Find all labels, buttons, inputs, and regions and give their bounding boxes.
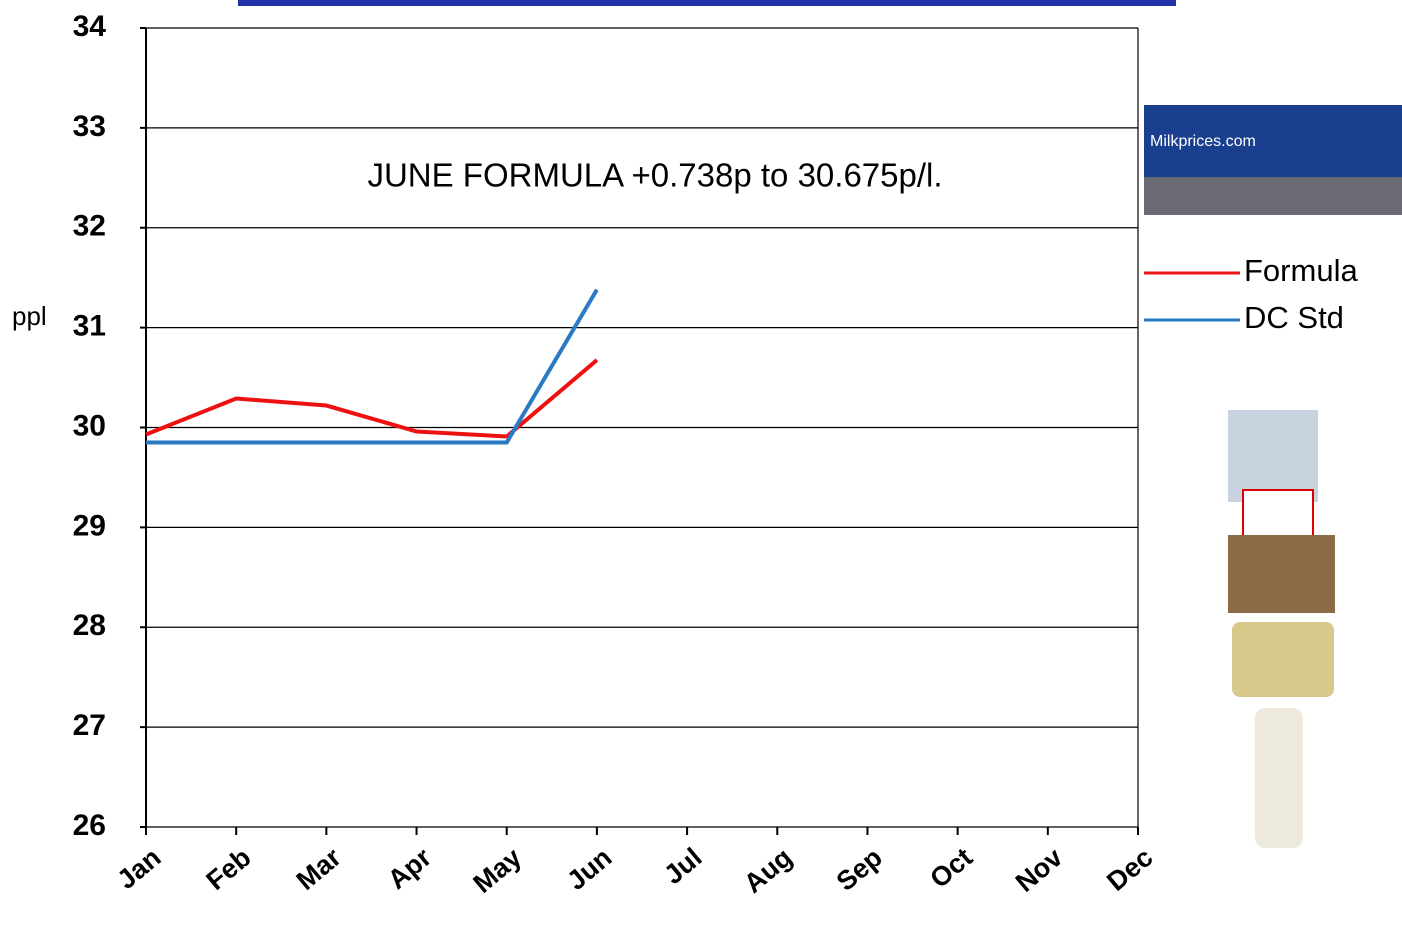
banner-text: Milkprices.com (1150, 133, 1256, 150)
image-feed (1228, 535, 1335, 613)
x-tick-label: Jan (112, 842, 167, 895)
banner: Milkprices.com (1144, 105, 1402, 215)
x-tick-label: Mar (291, 842, 347, 896)
x-tick-label: May (468, 842, 528, 899)
x-tick-label: Nov (1010, 842, 1068, 898)
y-axis-label: ppl (12, 301, 47, 331)
y-tick-label: 28 (73, 609, 106, 642)
chart: JUNE FORMULA +0.738p to 30.675p/l. ppl M… (0, 0, 1402, 928)
series-line (146, 360, 597, 436)
y-tick-label: 27 (73, 709, 106, 742)
legend-label: Formula (1244, 253, 1358, 288)
image-cartons (1228, 410, 1318, 502)
page: {"chart_data": {"type": "line", "annotat… (0, 0, 1402, 928)
x-tick-label: Dec (1101, 842, 1158, 897)
image-diesel (1243, 490, 1313, 538)
image-cream (1232, 622, 1334, 697)
x-tick-label: Jul (658, 842, 707, 890)
y-tick-label: 34 (73, 10, 107, 43)
y-tick-label: 32 (73, 210, 106, 243)
y-tick-label: 29 (73, 509, 106, 542)
legend-label: DC Std (1244, 300, 1344, 335)
image-milk (1255, 708, 1303, 848)
y-tick-label: 30 (73, 409, 106, 442)
annotation: JUNE FORMULA +0.738p to 30.675p/l. (367, 157, 942, 194)
y-tick-label: 26 (73, 809, 106, 842)
x-tick-label: Feb (201, 842, 257, 896)
x-tick-label: Aug (738, 842, 797, 899)
product-images (1228, 410, 1335, 848)
x-tick-label: Oct (924, 842, 978, 894)
y-tick-label: 33 (73, 110, 106, 143)
x-tick-label: Jun (561, 842, 617, 896)
title-bar-fragment (238, 0, 1176, 6)
x-tick-label: Sep (831, 842, 888, 897)
x-tick-label: Apr (382, 842, 437, 895)
y-tick-label: 31 (73, 310, 106, 343)
